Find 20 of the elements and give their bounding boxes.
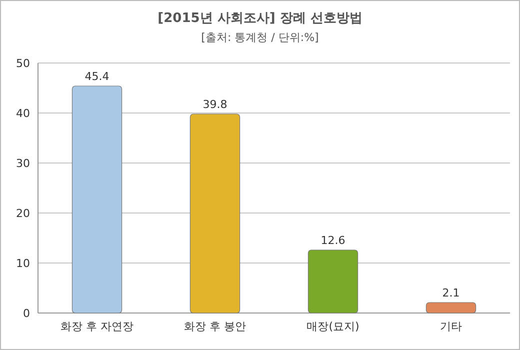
chart-title: [2015년 사회조사] 장례 선호방법 [158,11,362,26]
y-tick-label: 30 [16,157,30,170]
y-tick-label: 20 [16,207,30,220]
x-tick-label: 화장 후 자연장 [60,320,134,333]
x-tick-label: 기타 [440,320,462,333]
bar [426,302,476,314]
bar [72,86,122,314]
bar [308,250,358,314]
y-tick-label: 10 [16,257,30,270]
y-tick-label: 0 [23,307,30,320]
data-label: 39.8 [202,98,228,111]
y-tick-label: 50 [16,57,30,70]
x-tick-label: 매장(묘지) [306,320,360,333]
data-label: 12.6 [320,234,346,247]
bar [190,114,240,314]
data-label: 2.1 [442,286,460,300]
y-tick-label: 40 [16,107,30,120]
data-label: 45.4 [84,70,110,83]
chart-subtitle: [출처: 통계청 / 단위:%] [201,31,319,44]
x-tick-label: 화장 후 봉안 [184,320,246,333]
